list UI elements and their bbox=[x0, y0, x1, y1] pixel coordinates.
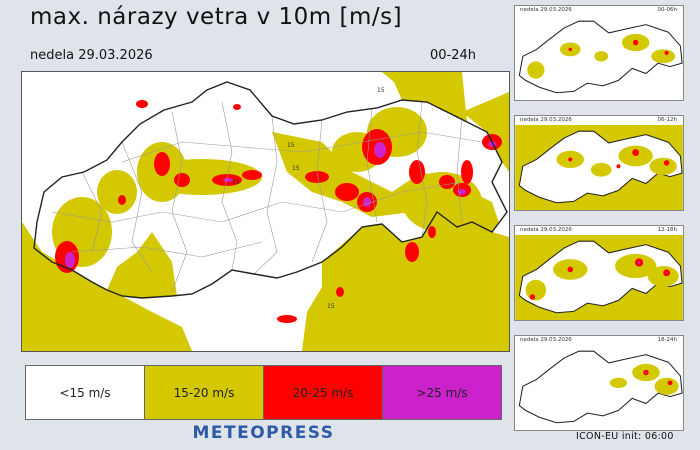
thumbnail-time: 06-12h bbox=[657, 117, 677, 123]
thumbnail-06-12[interactable]: nedela 29.03.2026 06-12h bbox=[514, 115, 684, 211]
thumbnail-date: nedela 29.03.2026 bbox=[520, 337, 572, 343]
legend-item-20-25: 20-25 m/s bbox=[264, 366, 383, 419]
contour-label: 15 bbox=[287, 142, 295, 149]
thumbnail-time: 18-24h bbox=[657, 337, 677, 343]
contour-label: 15 bbox=[292, 165, 300, 172]
contour-label: 15 bbox=[377, 87, 385, 94]
thumbnail-map bbox=[515, 125, 683, 210]
thumbnail-12-18[interactable]: nedela 29.03.2026 12-18h bbox=[514, 225, 684, 321]
date-label: nedela 29.03.2026 bbox=[30, 48, 153, 63]
thumbnail-date: nedela 29.03.2026 bbox=[520, 117, 572, 123]
legend-item-above-25: >25 m/s bbox=[383, 366, 501, 419]
thumbnail-map bbox=[515, 235, 683, 320]
thumbnail-date: nedela 29.03.2026 bbox=[520, 7, 572, 13]
thumbnail-map bbox=[518, 20, 683, 94]
thumbnail-date: nedela 29.03.2026 bbox=[520, 227, 572, 233]
thumbnail-map bbox=[518, 350, 683, 424]
yellow-area-outside bbox=[22, 72, 509, 351]
contour-labels: 15 15 15 15 15 bbox=[232, 87, 385, 310]
legend-item-15-20: 15-20 m/s bbox=[145, 366, 264, 419]
thumbnail-00-06[interactable]: nedela 29.03.2026 00-06h bbox=[514, 5, 684, 101]
contour-label: 15 bbox=[232, 179, 240, 186]
thumbnail-time: 12-18h bbox=[657, 227, 677, 233]
wind-gust-map: 15 15 15 15 15 bbox=[22, 72, 509, 351]
district-boundaries bbox=[51, 101, 483, 293]
legend-item-below-15: <15 m/s bbox=[26, 366, 145, 419]
model-info: ICON-EU init: 06:00 bbox=[576, 431, 674, 442]
time-range-label: 00-24h bbox=[430, 48, 477, 63]
meteopress-logo: METEOPRESS bbox=[192, 423, 335, 443]
thumbnail-18-24[interactable]: nedela 29.03.2026 18-24h bbox=[514, 335, 684, 431]
main-map: 15 15 15 15 15 bbox=[21, 71, 510, 352]
magenta-patches bbox=[65, 141, 496, 268]
contour-label: 15 bbox=[327, 303, 335, 310]
wind-legend: <15 m/s 15-20 m/s 20-25 m/s >25 m/s bbox=[25, 365, 502, 420]
map-title: max. nárazy vetra v 10m [m/s] bbox=[30, 4, 403, 30]
thumbnail-time: 00-06h bbox=[657, 7, 677, 13]
